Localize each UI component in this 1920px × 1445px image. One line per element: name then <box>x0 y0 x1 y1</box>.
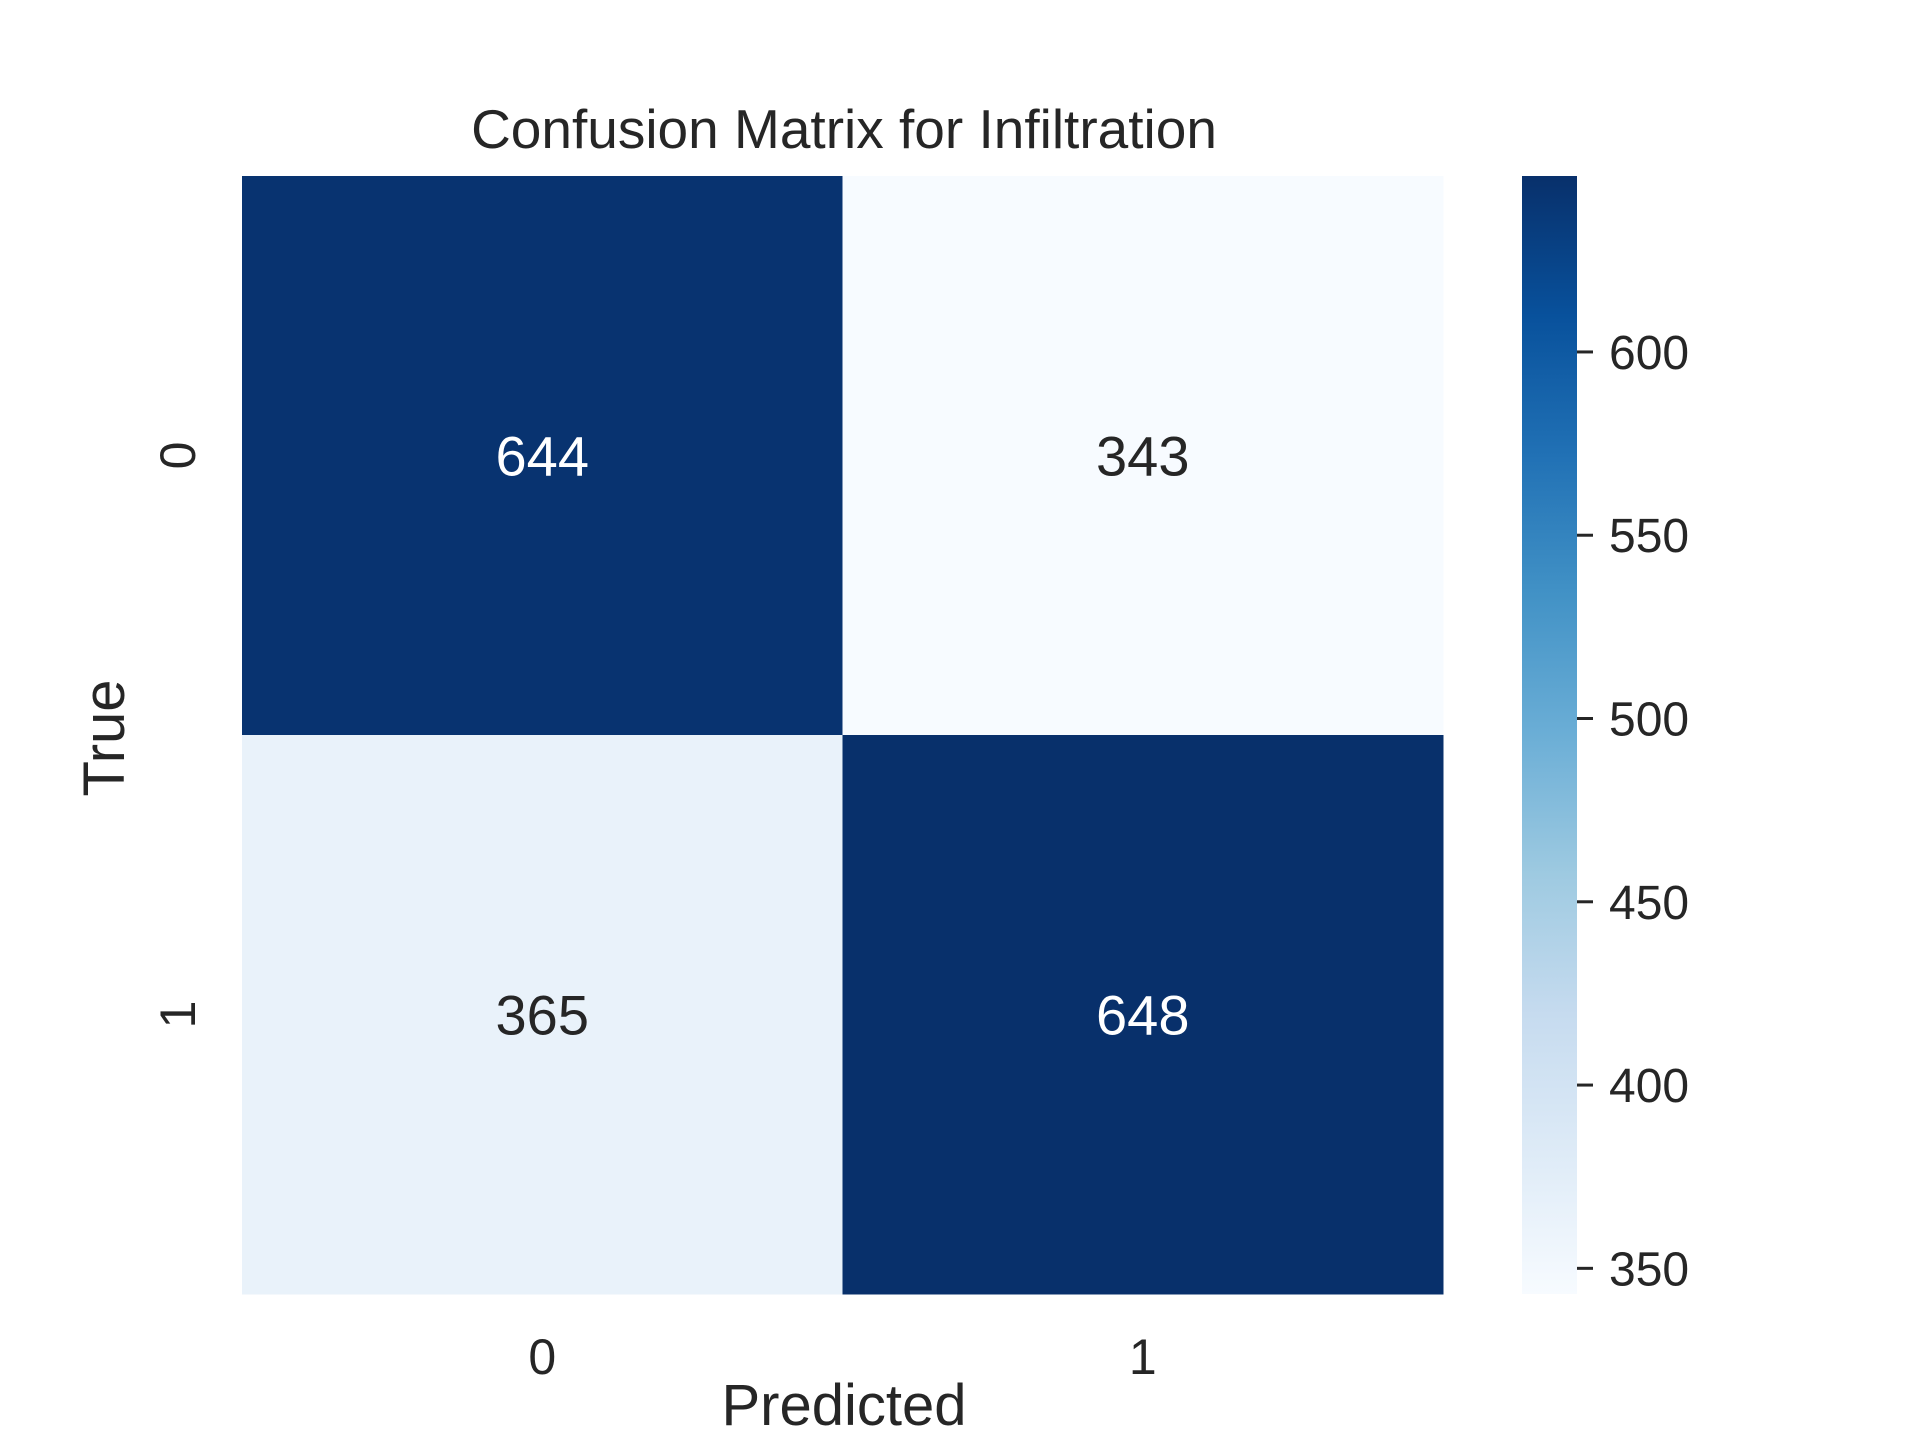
colorbar <box>1522 176 1577 1294</box>
colorbar-tick-label: 400 <box>1609 1060 1689 1113</box>
colorbar-tick-label: 600 <box>1609 327 1689 380</box>
y-tick-label: 1 <box>150 1001 206 1029</box>
chart-title: Confusion Matrix for Infiltration <box>471 98 1217 160</box>
cell-value-label: 644 <box>496 425 589 488</box>
cell-value-label: 365 <box>496 984 589 1047</box>
colorbar-tick-label: 500 <box>1609 694 1689 747</box>
y-tick-labels: 01 <box>150 442 206 1029</box>
y-tick-label: 0 <box>150 442 206 470</box>
colorbar-ticks: 350 400 450 500 550 600 <box>1577 327 1689 1296</box>
colorbar-tick-label: 550 <box>1609 510 1689 563</box>
cell-value-label: 343 <box>1096 425 1189 488</box>
heatmap-cell <box>842 735 1444 1295</box>
heatmap-cells <box>242 176 1444 1295</box>
x-tick-label: 0 <box>528 1329 556 1385</box>
heatmap-cell-labels: 644 343 365 648 <box>496 425 1190 1047</box>
heatmap-cell <box>242 176 843 736</box>
x-tick-label: 1 <box>1129 1329 1157 1385</box>
colorbar-tick-label: 450 <box>1609 877 1689 930</box>
heatmap-cell <box>242 735 843 1295</box>
cell-value-label: 648 <box>1096 984 1189 1047</box>
y-axis-label: True <box>72 679 137 796</box>
colorbar-tick-label: 350 <box>1609 1243 1689 1296</box>
heatmap-cell <box>842 176 1444 736</box>
x-axis-label: Predicted <box>721 1373 966 1438</box>
